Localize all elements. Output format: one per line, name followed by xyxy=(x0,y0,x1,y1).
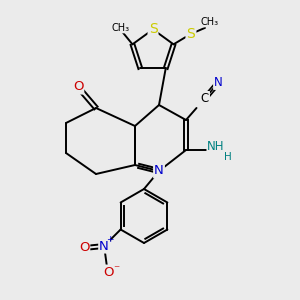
Text: +: + xyxy=(106,235,113,244)
Text: N: N xyxy=(99,239,109,253)
Text: O: O xyxy=(79,241,89,254)
Text: NH: NH xyxy=(207,140,225,153)
Text: S: S xyxy=(148,22,158,36)
Text: C: C xyxy=(201,92,209,105)
Text: H: H xyxy=(224,152,232,162)
Text: N: N xyxy=(214,76,223,89)
Text: S: S xyxy=(187,27,195,41)
Text: N: N xyxy=(154,164,164,178)
Text: O: O xyxy=(103,266,114,279)
Text: O: O xyxy=(73,80,83,94)
Text: ⁻: ⁻ xyxy=(114,263,120,277)
Text: CH₃: CH₃ xyxy=(111,23,130,33)
Text: CH₃: CH₃ xyxy=(200,17,219,27)
